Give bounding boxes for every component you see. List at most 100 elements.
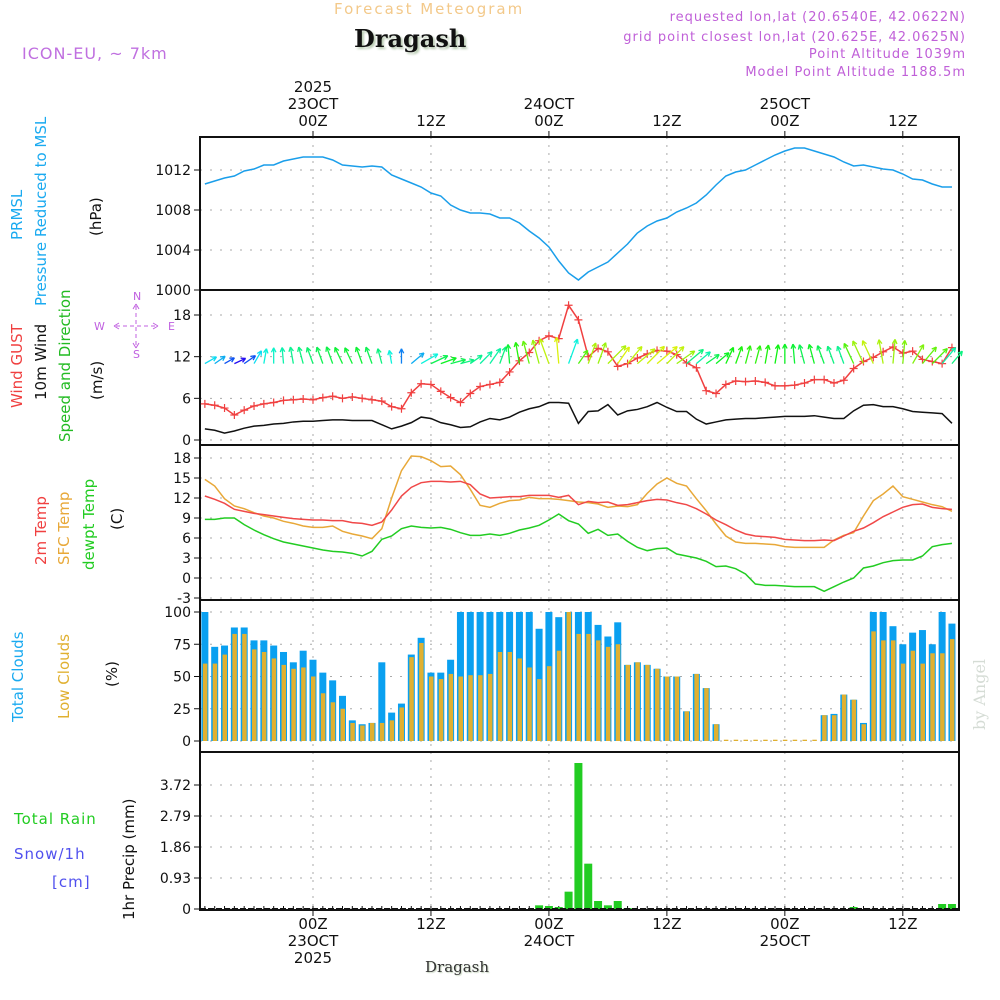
precip-bar bbox=[535, 905, 544, 909]
wind-arrow-shaft bbox=[430, 355, 449, 365]
y-tick-label: 1.86 bbox=[160, 840, 191, 856]
wind-arrow-head bbox=[521, 340, 528, 347]
wind-arrow bbox=[627, 345, 643, 365]
wind-arrow bbox=[315, 346, 324, 364]
low-cloud-bar bbox=[379, 722, 385, 741]
time-axis-line: 2025 bbox=[293, 78, 333, 96]
low-cloud-bar bbox=[497, 651, 503, 741]
low-cloud-bar bbox=[438, 679, 444, 741]
wind-arrow-head bbox=[678, 346, 685, 352]
wind-arrow-shaft bbox=[344, 347, 353, 364]
wind-arrow bbox=[735, 346, 744, 364]
wind-arrow-head bbox=[797, 344, 804, 350]
gust-marker bbox=[790, 381, 799, 390]
y-tick-label: 0 bbox=[182, 571, 191, 587]
low-cloud-bar bbox=[232, 633, 237, 741]
point-altitude: Point Altitude 1039m bbox=[808, 47, 966, 62]
wind-arrow-head bbox=[387, 349, 393, 356]
wind-arrow bbox=[607, 345, 627, 365]
wind-arrow-shaft bbox=[843, 343, 855, 364]
wind-arrow-head bbox=[505, 344, 512, 350]
wind-arrow-shaft bbox=[725, 347, 734, 364]
low-cloud-bar bbox=[222, 654, 228, 741]
wind-arrow-shaft bbox=[902, 340, 906, 364]
wind-arrow bbox=[912, 344, 925, 364]
wind-arrow-shaft bbox=[539, 338, 550, 364]
low-cloud-bar bbox=[645, 664, 650, 741]
wind-arrow-shaft bbox=[410, 352, 425, 365]
wind-arrow bbox=[354, 346, 363, 364]
wind-arrow-head bbox=[698, 348, 704, 355]
low-cloud-bar bbox=[261, 651, 267, 741]
wind-arrow-head bbox=[705, 351, 711, 357]
wind-arrow-head bbox=[861, 340, 867, 346]
wind-arrow-shaft bbox=[836, 345, 845, 364]
low-cloud-bar bbox=[576, 633, 581, 741]
wind-arrow bbox=[577, 349, 589, 364]
wind-arrow bbox=[430, 354, 449, 365]
wind-arrow bbox=[597, 342, 607, 364]
gust-marker bbox=[299, 395, 308, 404]
wind-arrow-shaft bbox=[325, 346, 334, 364]
wind-arrow-shaft bbox=[234, 357, 246, 365]
wind-arrow bbox=[398, 348, 405, 364]
wind-arrow-shaft bbox=[507, 344, 511, 364]
y-tick-label: 12 bbox=[173, 491, 191, 507]
gust-marker bbox=[367, 395, 376, 404]
meteogram-title: Forecast Meteogram bbox=[334, 0, 525, 18]
wind-arrow bbox=[364, 346, 373, 364]
low-cloud-bar bbox=[517, 658, 522, 741]
y-tick-label: 50 bbox=[173, 670, 191, 686]
wind-arrow bbox=[567, 338, 579, 364]
wind-arrow-head bbox=[229, 357, 235, 363]
wind-arrow-head bbox=[211, 356, 218, 362]
time-axis-line: 23OCT bbox=[287, 95, 339, 113]
wind-arrow bbox=[204, 356, 218, 365]
wind-arrow-shaft bbox=[686, 349, 704, 365]
wind-arrow-head bbox=[334, 346, 340, 353]
time-axis-label: 12Z bbox=[416, 916, 445, 933]
time-axis-label: 25OCT 00Z bbox=[760, 96, 811, 130]
low-cloud-bar bbox=[428, 676, 434, 741]
wind-arrow-shaft bbox=[365, 346, 373, 364]
gust-marker bbox=[250, 401, 259, 410]
wind-arrow bbox=[288, 346, 294, 364]
wind-arrow-shaft bbox=[420, 353, 439, 365]
wind-arrow bbox=[505, 344, 512, 364]
wind-arrow bbox=[253, 350, 263, 364]
low-cloud-bar bbox=[546, 666, 552, 741]
wind-arrow-shaft bbox=[334, 347, 344, 364]
wind-arrow-head bbox=[376, 348, 382, 354]
wind-arrow-head bbox=[756, 345, 762, 351]
compass-s: S bbox=[133, 348, 140, 360]
wind-arrow-shaft bbox=[224, 357, 235, 365]
low-cloud-bar bbox=[753, 739, 758, 741]
wind-arrow bbox=[891, 339, 898, 364]
wind-arrow-head bbox=[764, 344, 771, 350]
low-cloud-bar bbox=[202, 663, 208, 741]
low-cloud-bar bbox=[527, 667, 532, 741]
time-axis-line: 00Z bbox=[534, 112, 564, 130]
time-axis-line: 12Z bbox=[416, 112, 446, 130]
wind-arrow-shaft bbox=[627, 346, 643, 365]
wind-arrow-shaft bbox=[515, 342, 521, 364]
gust-marker bbox=[309, 395, 317, 404]
wind-arrow-head bbox=[816, 345, 822, 351]
low-cloud-bar bbox=[291, 668, 296, 741]
wind-arrow-shaft bbox=[450, 358, 466, 365]
gust-marker bbox=[338, 394, 347, 403]
time-axis-line: 00Z bbox=[770, 112, 800, 130]
low-cloud-bar bbox=[369, 722, 375, 741]
low-cloud-bar bbox=[900, 663, 906, 741]
wind-arrow-shaft bbox=[666, 346, 685, 365]
gust-marker bbox=[751, 376, 760, 385]
low-cloud-bar bbox=[930, 653, 935, 741]
wind-arrow bbox=[826, 345, 835, 364]
low-cloud-bar bbox=[635, 662, 640, 741]
wind-arrow-head bbox=[891, 339, 898, 345]
wind-arrow-shaft bbox=[460, 359, 475, 365]
wind-arrow-head bbox=[531, 339, 537, 346]
wind-arrow bbox=[941, 346, 957, 365]
gust-marker bbox=[436, 387, 445, 396]
time-axis-line: 25OCT bbox=[759, 932, 811, 950]
